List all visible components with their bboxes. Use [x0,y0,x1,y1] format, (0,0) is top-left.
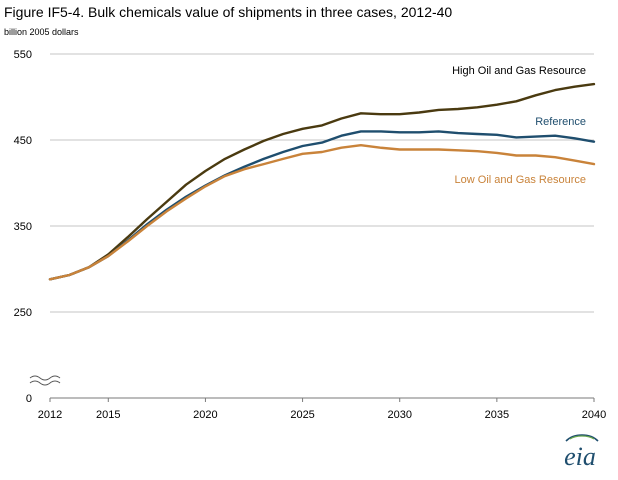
x-tick-label-2035: 2035 [485,409,509,421]
eia-logo-text: eia [564,442,596,471]
eia-logo: eia [552,431,608,476]
y-axis-units-label: billion 2005 dollars [4,27,79,37]
series-line-high-oil-and-gas-resource [48,82,596,281]
axis-break-mark [29,380,61,386]
y-tick-label-350: 350 [14,221,32,233]
y-tick-label-550: 550 [14,49,32,61]
eia-logo-mark: eia [564,434,599,471]
x-tick-label-2025: 2025 [290,409,314,421]
x-tick-label-2030: 2030 [387,409,411,421]
y-tick-label-250: 250 [14,307,32,319]
series-line-low-oil-and-gas-resource [48,143,596,281]
x-tick-label-2020: 2020 [193,409,217,421]
axis-break-mark [29,375,61,381]
y-tick-label-0: 0 [26,393,32,405]
x-tick-label-2040: 2040 [582,409,606,421]
y-tick-label-450: 450 [14,135,32,147]
series-label-low-oil-and-gas-resource: Low Oil and Gas Resource [455,174,586,186]
x-tick-label-2012: 2012 [38,409,62,421]
series-label-reference: Reference [535,116,586,128]
series-line-reference [48,130,596,281]
chart-title: Figure IF5-4. Bulk chemicals value of sh… [4,4,453,20]
series-label-high-oil-and-gas-resource: High Oil and Gas Resource [452,65,586,77]
x-tick-label-2015: 2015 [96,409,120,421]
